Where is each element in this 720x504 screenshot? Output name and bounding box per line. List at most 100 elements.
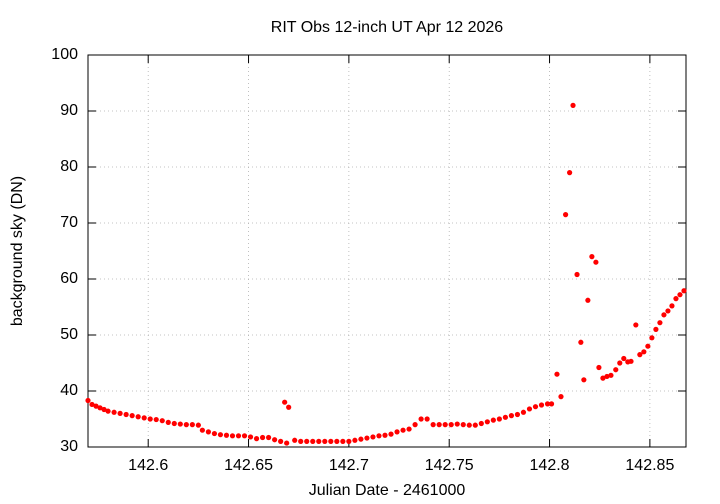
data-point xyxy=(171,420,177,427)
data-point xyxy=(600,375,606,381)
data-point xyxy=(241,433,248,439)
data-point xyxy=(147,416,153,422)
y-tick-label: 40 xyxy=(60,382,78,399)
data-point xyxy=(310,438,316,444)
data-point xyxy=(669,303,675,309)
data-point xyxy=(567,170,573,176)
data-point xyxy=(229,433,236,439)
data-point xyxy=(334,438,340,444)
data-point xyxy=(189,422,195,428)
data-point xyxy=(223,432,230,438)
data-point xyxy=(105,408,111,414)
x-tick-label: 142.85 xyxy=(625,457,674,474)
data-point xyxy=(484,419,490,425)
y-tick-label: 80 xyxy=(60,158,78,175)
data-point xyxy=(394,429,400,435)
data-point xyxy=(292,437,298,443)
data-point xyxy=(165,419,171,425)
data-point xyxy=(596,364,602,371)
data-point xyxy=(123,411,129,418)
x-tick-label: 142.6 xyxy=(128,457,168,474)
x-tick-label: 142.65 xyxy=(224,457,273,474)
data-point xyxy=(490,417,496,423)
data-point xyxy=(101,406,107,413)
data-point xyxy=(466,422,472,428)
data-point xyxy=(111,409,117,415)
data-point xyxy=(637,352,643,358)
data-point xyxy=(129,413,135,419)
data-point xyxy=(574,271,580,278)
data-point xyxy=(278,438,284,444)
data-point xyxy=(454,421,460,427)
x-tick-label: 142.75 xyxy=(425,457,474,474)
data-point xyxy=(153,416,159,423)
data-point xyxy=(93,403,99,409)
data-point xyxy=(677,292,683,298)
data-point xyxy=(520,409,527,415)
data-point xyxy=(284,440,290,446)
data-point xyxy=(621,355,627,362)
data-point xyxy=(97,405,103,411)
data-point xyxy=(159,418,165,424)
data-point xyxy=(85,397,91,404)
y-tick-label: 30 xyxy=(60,438,78,455)
data-point xyxy=(177,421,183,427)
data-point xyxy=(442,422,448,428)
data-point xyxy=(424,416,430,422)
data-point xyxy=(183,422,189,428)
data-point xyxy=(508,413,515,419)
data-point xyxy=(117,410,123,416)
data-point xyxy=(340,438,346,444)
data-point xyxy=(282,399,288,405)
data-point xyxy=(89,401,95,408)
data-point xyxy=(641,349,647,355)
data-point xyxy=(608,372,614,378)
data-point xyxy=(617,360,623,366)
data-point xyxy=(613,367,619,373)
data-point xyxy=(661,312,667,318)
data-point xyxy=(593,259,599,265)
data-point xyxy=(585,297,591,303)
x-tick-label: 142.7 xyxy=(329,457,369,474)
data-point xyxy=(205,429,212,435)
data-point xyxy=(562,212,569,218)
data-point xyxy=(628,358,634,364)
data-point xyxy=(460,422,466,428)
data-point xyxy=(286,404,292,410)
data-point xyxy=(135,414,141,420)
data-point xyxy=(406,426,412,432)
data-point xyxy=(673,296,679,302)
data-point xyxy=(496,416,502,422)
data-point xyxy=(502,414,508,420)
data-point xyxy=(645,343,651,349)
data-point xyxy=(195,422,201,428)
data-point xyxy=(589,254,595,260)
plot-frame xyxy=(87,54,687,448)
data-point xyxy=(217,432,224,438)
data-point xyxy=(298,438,304,444)
x-tick-label: 142.8 xyxy=(530,457,570,474)
data-point xyxy=(430,422,436,428)
data-point xyxy=(478,420,484,427)
y-tick-label: 50 xyxy=(60,326,78,343)
data-point xyxy=(514,411,521,418)
data-point xyxy=(554,371,560,377)
data-point xyxy=(544,401,551,407)
data-point xyxy=(649,335,655,341)
chart-title: RIT Obs 12-inch UT Apr 12 2026 xyxy=(271,19,504,36)
data-point xyxy=(604,373,610,380)
y-tick-label: 60 xyxy=(60,270,78,287)
data-point xyxy=(358,436,364,442)
data-point xyxy=(370,434,376,440)
data-point xyxy=(199,427,205,433)
data-point xyxy=(322,438,328,444)
y-tick-label: 90 xyxy=(60,102,78,119)
data-point xyxy=(548,401,555,407)
data-point xyxy=(352,437,358,443)
data-point xyxy=(266,434,272,441)
data-point xyxy=(526,406,533,412)
data-point xyxy=(436,422,442,428)
data-point xyxy=(388,431,394,437)
data-point xyxy=(570,102,576,108)
